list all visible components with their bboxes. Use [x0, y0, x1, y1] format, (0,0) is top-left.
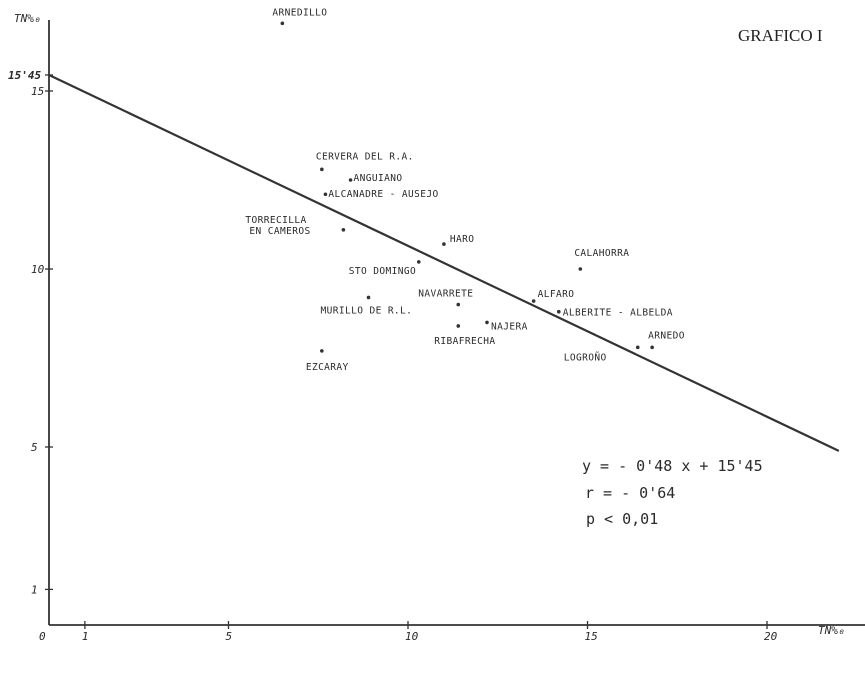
point-label: NAJERA [491, 321, 528, 332]
data-point [416, 260, 421, 264]
data-point [650, 345, 654, 350]
x-tick-label: 15 [585, 630, 598, 643]
point-label: ARNEDILLO [272, 7, 327, 18]
y-tick-label: 15 [31, 85, 44, 98]
regression-line [48, 73, 840, 452]
data-point [323, 192, 328, 197]
point-label: STO DOMINGO [349, 266, 416, 277]
x-tick-label: 10 [405, 630, 419, 643]
data-point [442, 242, 446, 246]
data-point [635, 345, 640, 350]
data-point [578, 267, 583, 271]
point-label: RIBAFRECHA [434, 336, 495, 347]
x-tick-label: 1 [82, 630, 89, 643]
point-label: NAVARRETE [418, 289, 473, 300]
axes [48, 20, 865, 626]
point-label: CERVERA DEL R.A. [316, 151, 414, 162]
x-tick-label: 20 [764, 630, 778, 643]
point-label: ANGUIANO [354, 173, 403, 184]
x-tick-label: 5 [226, 630, 233, 643]
point-label: EZCARAY [306, 362, 349, 373]
point-label: ALFARO [538, 289, 575, 300]
data-point [531, 299, 536, 303]
data-points [280, 21, 654, 353]
point-label: LOGROÑO [564, 352, 607, 363]
regression-equation: y = - 0'48 x + 15'45 [582, 457, 763, 475]
significance-level: p < 0,01 [586, 510, 658, 528]
point-label: MURILLO DE R.L. [321, 305, 413, 316]
data-point [341, 228, 346, 232]
point-label: TORRECILLA EN CAMEROS [245, 215, 310, 237]
y-axis-label: TN%₀ [14, 12, 41, 25]
y-tick-label: 15'45 [8, 69, 41, 82]
point-label: ALBERITE - ALBELDA [563, 308, 673, 319]
y-tick-label: 10 [31, 263, 45, 276]
x-tick-label: 0 [39, 630, 46, 643]
point-label: ALCANADRE - AUSEJO [328, 189, 438, 200]
data-point [456, 324, 461, 328]
point-label: ARNEDO [648, 330, 685, 341]
y-tick-label: 5 [31, 441, 38, 454]
data-point [556, 309, 561, 314]
chart-title: GRAFICO I [738, 26, 823, 45]
data-point [280, 21, 285, 26]
data-point [366, 295, 371, 300]
x-axis-label: TN%₀ [818, 624, 845, 637]
point-label: HARO [450, 234, 474, 245]
data-point [485, 320, 489, 325]
data-point [320, 349, 324, 353]
correlation-coefficient: r = - 0'64 [585, 484, 675, 502]
data-point [456, 302, 461, 307]
data-point [348, 178, 353, 182]
point-labels: ARNEDILLO CERVERA DEL R.A. ANGUIANO ALCANAD… [245, 7, 684, 373]
data-point [320, 167, 324, 172]
y-tick-label: 1 [31, 583, 38, 596]
point-label: CALAHORRA [574, 248, 629, 259]
